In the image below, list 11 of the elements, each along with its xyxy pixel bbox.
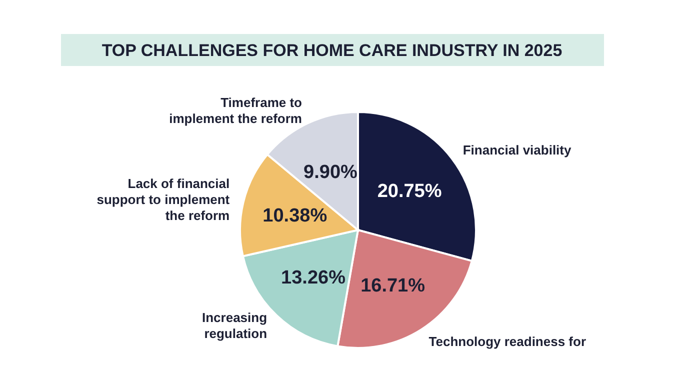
slice-label: Financial viability (462, 142, 572, 158)
chart-title: TOP CHALLENGES FOR HOME CARE INDUSTRY IN 2025 (102, 40, 562, 60)
slice-label: Lack of financial support to implement the reform (96, 176, 230, 223)
data-label: 10.38% (262, 206, 328, 227)
data-label: 20.75% (377, 181, 442, 202)
data-label: 16.71% (360, 275, 426, 296)
slice-label: Timeframe to implement the reform (169, 95, 302, 126)
data-label: 13.26% (281, 268, 346, 289)
data-label: 9.90% (304, 162, 358, 183)
slice-label: Increasing regulation (202, 310, 268, 342)
slice-label: Technology readiness for (428, 334, 586, 349)
